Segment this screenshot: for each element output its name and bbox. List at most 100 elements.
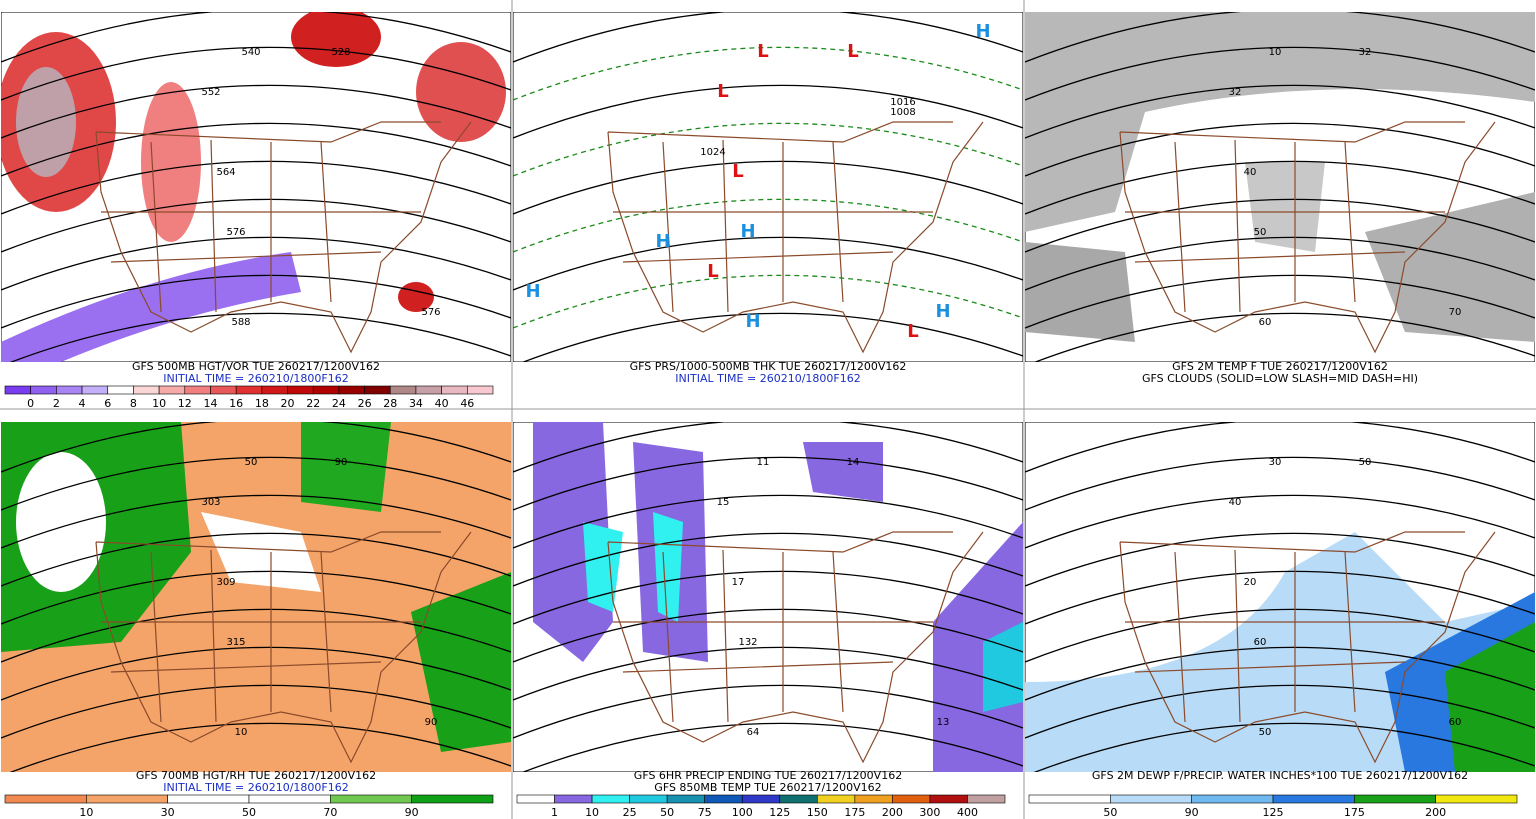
- contour: [1025, 456, 1535, 511]
- contour: [1025, 570, 1535, 625]
- colorbar-swatch: [107, 385, 134, 395]
- map-label: 1024: [700, 147, 725, 158]
- map-label: 60: [1254, 637, 1267, 648]
- caption: INITIAL TIME = 260210/1800F162: [163, 372, 348, 385]
- colorbar-swatch: [338, 385, 365, 395]
- map-label: 64: [747, 727, 760, 738]
- colorbar-swatch: [1272, 794, 1355, 804]
- map-label: 10: [235, 727, 248, 738]
- colorbar-label: 18: [255, 397, 269, 410]
- contour: [1025, 532, 1535, 587]
- contour: [1, 274, 511, 329]
- field-fill: [583, 522, 623, 612]
- caption: GFS CLOUDS (SOLID=LOW SLASH=MID DASH=HI): [1142, 372, 1418, 385]
- colorbar-swatch: [30, 385, 57, 395]
- map-panel: 11 14 15 17 132 64 13: [513, 422, 1023, 772]
- state-borders: [95, 121, 472, 354]
- map-label: 540: [241, 47, 260, 58]
- colorbar-swatch: [1110, 794, 1192, 804]
- colorbar-label: 40: [435, 397, 449, 410]
- field-fill: [1025, 242, 1135, 342]
- contour: [1, 46, 511, 101]
- state-borders: [1119, 121, 1496, 354]
- state-borders: [607, 531, 984, 764]
- colorbar-swatch: [467, 385, 494, 395]
- contour: [1, 236, 511, 291]
- colorbar-label: 200: [882, 806, 903, 819]
- colorbar-swatch: [1354, 794, 1436, 804]
- field-fill: [301, 422, 391, 512]
- map-label: 60: [1449, 717, 1462, 728]
- map-label: 50: [1359, 457, 1372, 468]
- colorbar-swatch: [56, 385, 83, 395]
- contour: [1, 494, 511, 549]
- map-label: 13: [937, 717, 950, 728]
- contour: [513, 236, 1023, 291]
- colorbar-label: 200: [1425, 806, 1446, 819]
- contour: [513, 160, 1023, 215]
- colorbar-swatch: [158, 385, 186, 395]
- colorbar-swatch: [248, 794, 331, 804]
- map-label: 17: [732, 577, 745, 588]
- contour: [513, 198, 1023, 253]
- colorbar-swatch: [554, 794, 593, 804]
- colorbar-label: 90: [405, 806, 419, 819]
- field-fill: [933, 522, 1023, 772]
- colorbar-label: 10: [79, 806, 93, 819]
- contour: [1, 532, 511, 587]
- map-label: 40: [1229, 497, 1242, 508]
- map-label: 40: [1244, 167, 1257, 178]
- field-fill: [141, 82, 201, 242]
- contour: [1, 570, 511, 625]
- caption: GFS 2M TEMP F TUE 260217/1200V162: [1172, 360, 1388, 373]
- map-label: H: [745, 311, 760, 332]
- colorbar-swatch: [210, 385, 237, 395]
- colorbar-label: 90: [1185, 806, 1199, 819]
- field-fill: [1445, 622, 1535, 772]
- map-label: 132: [738, 637, 757, 648]
- contour: [513, 608, 1023, 663]
- contour: [1033, 722, 1535, 772]
- map-label: 20: [1244, 577, 1257, 588]
- map-label: L: [847, 41, 858, 62]
- contour: [1025, 160, 1535, 215]
- colorbar-swatch: [1435, 794, 1518, 804]
- colorbar-label: 6: [104, 397, 111, 410]
- colorbar-swatch: [261, 385, 288, 395]
- field-fill: [1245, 162, 1325, 252]
- map-label: 14: [847, 457, 860, 468]
- map-label: 50: [1259, 727, 1272, 738]
- colorbar-swatch: [235, 385, 263, 395]
- colorbar-swatch: [967, 794, 1006, 804]
- map-frame: [513, 12, 1023, 362]
- colorbar-label: 150: [807, 806, 828, 819]
- colorbar-swatch: [741, 794, 781, 804]
- colorbar-swatch: [704, 794, 743, 804]
- colorbar-label: 125: [1263, 806, 1284, 819]
- map-label: 32: [1359, 47, 1372, 58]
- colorbar-label: 175: [844, 806, 865, 819]
- field-fill: [416, 42, 506, 142]
- colorbar-swatch: [929, 794, 968, 804]
- colorbar-swatch: [854, 794, 893, 804]
- colorbar-swatch: [629, 794, 668, 804]
- colorbar-swatch: [133, 385, 160, 395]
- contour: [521, 722, 1023, 772]
- colorbar-label: 175: [1344, 806, 1365, 819]
- caption: GFS 6HR PRECIP ENDING TUE 260217/1200V16…: [634, 769, 902, 782]
- colorbar-swatch: [330, 794, 412, 804]
- map-label: 309: [216, 577, 235, 588]
- contour: [513, 570, 1023, 625]
- contour: [1025, 684, 1535, 739]
- colorbar-label: 12: [178, 397, 192, 410]
- contour: [1, 160, 511, 215]
- map-label: 10: [1269, 47, 1282, 58]
- colorbar-swatch: [591, 794, 630, 804]
- colorbar-swatch: [167, 794, 250, 804]
- colorbar-swatch: [287, 385, 314, 395]
- colorbar-label: 125: [769, 806, 790, 819]
- colorbar-label: 400: [957, 806, 978, 819]
- contour: [1025, 236, 1535, 291]
- map-label: 90: [425, 717, 438, 728]
